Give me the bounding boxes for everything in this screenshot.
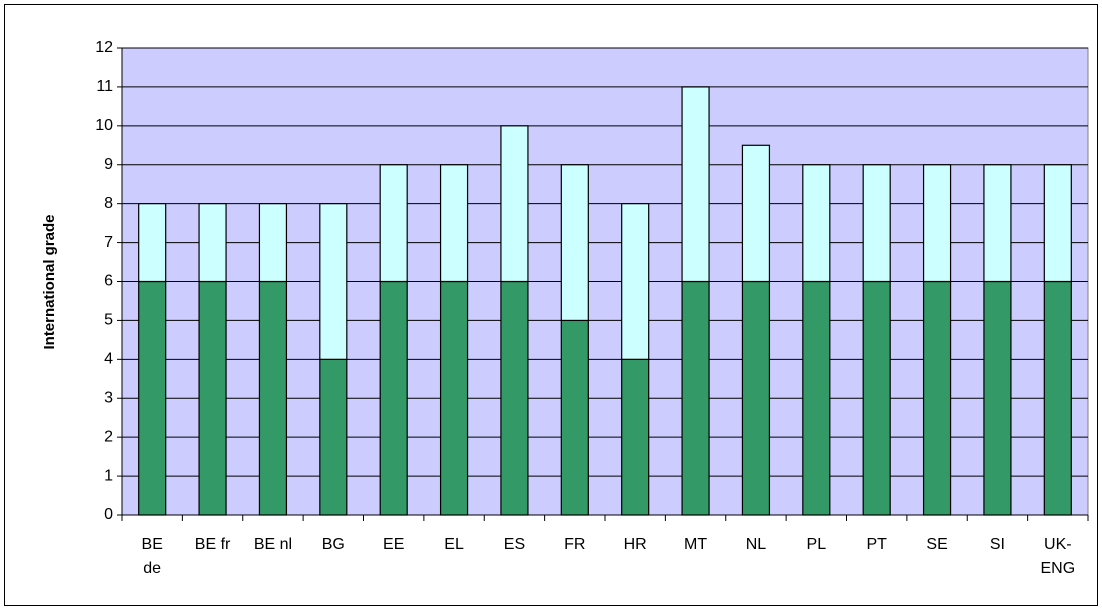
x-tick-label: EL (444, 536, 464, 553)
x-tick-label: ES (504, 536, 525, 553)
bar-segment (138, 280, 167, 516)
bar-segment (621, 358, 650, 516)
bar-segment (319, 358, 348, 516)
x-tick-label: UK-ENG (1040, 536, 1075, 577)
bar-segment (983, 164, 1012, 283)
y-tick-label: 10 (95, 117, 113, 134)
x-tick-label: SE (926, 536, 947, 553)
bar-segment (741, 280, 771, 516)
bar-segment (500, 280, 529, 516)
y-tick-label: 6 (104, 273, 113, 290)
bar-segment (862, 164, 891, 283)
bar-segment (922, 280, 952, 516)
bar-segment (379, 280, 408, 516)
y-tick-label: 7 (104, 234, 113, 251)
y-tick-label: 3 (104, 389, 113, 406)
y-tick-label: 12 (95, 39, 113, 56)
bar-segment (1043, 164, 1072, 283)
bar-segment (258, 203, 288, 283)
bar-segment (560, 164, 589, 322)
bar-segment (439, 280, 469, 516)
x-tick-label: FR (564, 536, 585, 553)
bar-segment (681, 86, 710, 283)
y-tick-label: 5 (104, 312, 113, 329)
y-tick-label: 1 (104, 467, 113, 484)
x-tick-label: SI (990, 536, 1005, 553)
y-tick-label: 8 (104, 195, 113, 212)
x-tick-label: MT (684, 536, 707, 553)
y-axis-label: International grade (41, 214, 58, 349)
bar-segment (258, 280, 288, 516)
y-tick-label: 11 (96, 78, 113, 95)
x-tick-label: BE fr (195, 536, 231, 553)
x-tick-label: PT (866, 536, 887, 553)
bar-segment (621, 203, 650, 360)
y-tick-label: 0 (104, 506, 113, 523)
bar-segment (198, 280, 227, 516)
bar-segment (802, 164, 831, 283)
bar-segment (379, 164, 408, 283)
bar-segment (500, 125, 529, 283)
bar-segment (922, 164, 952, 283)
y-tick-label: 2 (104, 428, 113, 445)
bar-segment (1043, 280, 1072, 516)
y-tick-label: 4 (104, 351, 113, 368)
bar-segment (681, 280, 710, 516)
bar-segment (802, 280, 831, 516)
bar-segment (439, 164, 469, 283)
x-tick-label: HR (624, 536, 647, 553)
bar-segment (862, 280, 891, 516)
x-tick-label: PL (807, 536, 827, 553)
bar-segment (983, 280, 1012, 516)
x-tick-label: BG (322, 536, 345, 553)
bar-segment (198, 203, 227, 283)
x-tick-label: BE nl (254, 536, 292, 553)
bar-segment (741, 144, 771, 283)
x-tick-label: BE de (142, 536, 163, 577)
bar-segment (560, 319, 589, 516)
bar-segment (138, 203, 167, 283)
bar-segment (319, 203, 348, 360)
y-tick-label: 9 (104, 156, 113, 173)
x-tick-label: EE (383, 536, 404, 553)
x-tick-label: NL (746, 536, 767, 553)
